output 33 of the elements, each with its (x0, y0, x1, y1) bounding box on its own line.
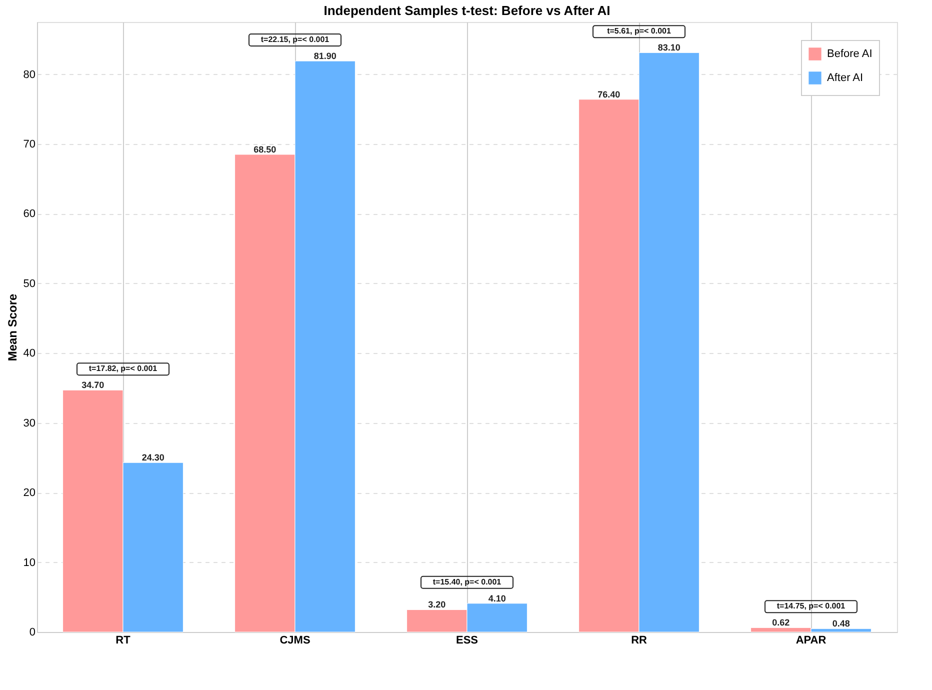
x-tick-label: RT (116, 634, 131, 646)
annotation: t=17.82, p=< 0.001 (88, 364, 158, 374)
y-tick-label: 30 (23, 417, 36, 430)
data-label: 68.50 (254, 144, 276, 154)
data-label: 76.40 (598, 89, 620, 100)
y-tick-label: 40 (23, 348, 36, 360)
y-tick-label: 0 (29, 626, 36, 638)
data-label: 81.90 (314, 51, 336, 62)
legend-label: Before AI (827, 48, 872, 60)
annotation: t=5.61, p=< 0.001 (607, 26, 672, 36)
data-label: 3.20 (428, 600, 446, 610)
y-tick-label: 60 (23, 208, 36, 220)
y-axis-title: Mean Score (5, 293, 20, 362)
y-tick-label: 50 (23, 278, 36, 290)
annotation: t=15.40, p=< 0.001 (432, 577, 502, 586)
annotation: t=22.15, p=< 0.001 (260, 35, 330, 44)
data-label: 0.62 (772, 618, 790, 628)
chart-title: Independent Samples t-test: Before vs After AI (324, 3, 610, 18)
data-label: 34.70 (82, 380, 104, 390)
y-tick-label: 70 (23, 138, 36, 150)
x-tick-label: CJMS (280, 634, 310, 646)
data-label: 4.10 (488, 593, 506, 604)
y-tick-label: 20 (23, 487, 36, 500)
y-tick-label: 10 (23, 556, 36, 569)
data-label: 0.48 (832, 618, 850, 629)
annotation: t=14.75, p=< 0.001 (776, 602, 846, 611)
x-tick-label: ESS (456, 634, 478, 646)
x-tick-label: RR (631, 634, 647, 646)
data-label: 24.30 (142, 452, 164, 463)
y-tick-label: 80 (23, 68, 36, 81)
x-tick-label: APAR (796, 634, 826, 646)
data-label: 83.10 (658, 42, 680, 53)
legend-label: After AI (827, 72, 864, 84)
